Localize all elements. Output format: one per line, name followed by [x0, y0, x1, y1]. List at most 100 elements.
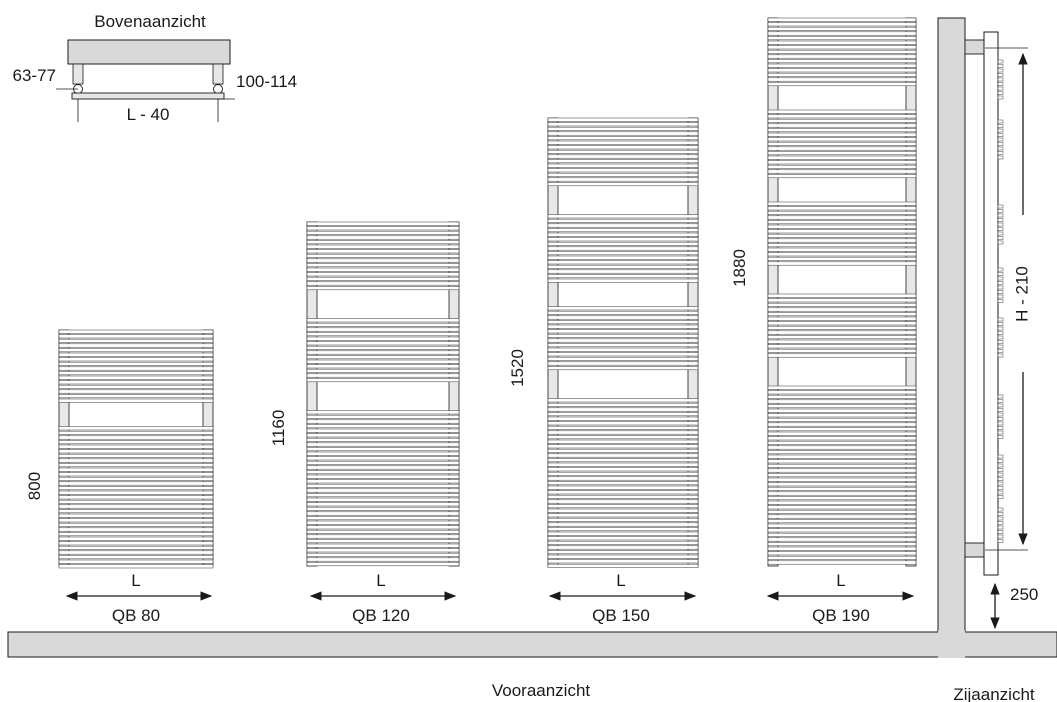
radiator-bar — [547, 485, 699, 490]
radiator-bar — [767, 394, 917, 399]
radiator-bar — [547, 494, 699, 499]
height-label-qb120: 1160 — [269, 410, 288, 447]
top-view-title: Bovenaanzicht — [94, 12, 206, 31]
radiator-bar — [767, 477, 917, 482]
radiator-bar — [547, 228, 699, 233]
radiator-bar — [767, 399, 917, 404]
radiator-bar — [767, 436, 917, 441]
radiator-bar — [547, 264, 699, 269]
side-bar-tick — [997, 95, 1004, 100]
radiator-bar — [306, 447, 460, 452]
radiator-bar — [767, 500, 917, 505]
radiator-bar — [767, 546, 917, 551]
radiator-bar — [547, 504, 699, 509]
radiator-bar — [306, 543, 460, 548]
radiator-bar — [306, 516, 460, 521]
side-bar-tick — [997, 59, 1004, 64]
radiator-bar — [767, 293, 917, 298]
radiator-bar — [547, 462, 699, 467]
radiator-bar — [767, 551, 917, 556]
radiator-bar — [547, 471, 699, 476]
radiator-bar — [306, 470, 460, 475]
radiator-bar — [547, 232, 699, 237]
side-bar-tick — [997, 408, 1004, 412]
radiator-bar — [767, 174, 917, 179]
radiator-bar — [58, 426, 214, 431]
radiator-bar — [547, 347, 699, 352]
radiator-bar — [767, 109, 917, 114]
radiator-bar — [58, 550, 214, 555]
side-bar-tick — [997, 77, 1004, 82]
side-bar-tick — [997, 539, 1004, 543]
radiator-bar — [306, 419, 460, 424]
radiator-bar — [767, 312, 917, 317]
radiator-bar — [58, 338, 214, 343]
radiator-bar — [767, 302, 917, 307]
radiator-bar — [547, 246, 699, 251]
radiator-bar — [767, 160, 917, 165]
radiator-bar — [767, 321, 917, 326]
side-bar-tick — [997, 290, 1004, 294]
radiator-bar — [58, 541, 214, 546]
radiator-bar — [306, 378, 460, 383]
width-label-qb120: L — [376, 571, 385, 590]
radiator-bar — [547, 214, 699, 219]
radiator-bar — [767, 40, 917, 45]
radiator-bar — [547, 476, 699, 481]
radiator-bar — [547, 421, 699, 426]
floor — [7, 631, 1057, 658]
radiator-bar — [547, 315, 699, 320]
width-label-qb80: L — [131, 571, 140, 590]
side-bar-tick — [997, 317, 1004, 322]
radiator-bar — [306, 465, 460, 470]
radiator-bar — [58, 348, 214, 353]
side-bar-tick — [997, 142, 1004, 146]
side-bar-tick — [997, 133, 1004, 137]
radiator-bar — [767, 59, 917, 64]
side-bar-tick — [997, 128, 1004, 133]
side-bar-tick — [997, 209, 1004, 213]
radiator-bar — [306, 437, 460, 442]
radiator-bar — [58, 536, 214, 541]
radiator-bar — [547, 366, 699, 371]
radiator-bar — [306, 562, 460, 567]
side-bar-tick — [997, 459, 1004, 463]
model-name-qb80: QB 80 — [112, 606, 160, 625]
radiator-bar — [767, 206, 917, 211]
top-view-radiator — [71, 92, 225, 100]
wall — [938, 18, 965, 658]
side-bar-tick — [997, 486, 1004, 490]
top-view-wall — [67, 39, 231, 65]
side-bar-tick — [997, 530, 1004, 534]
radiator-bar — [767, 514, 917, 519]
side-bar-tick — [997, 213, 1004, 218]
radiator-bar — [547, 458, 699, 463]
radiator-bar — [767, 459, 917, 464]
radiator-bar — [767, 404, 917, 409]
radiator-bar — [306, 258, 460, 263]
radiator-bar — [306, 428, 460, 433]
radiator-bar — [547, 550, 699, 555]
radiator-bar — [547, 182, 699, 187]
radiator-bar — [767, 82, 917, 87]
side-bar-tick — [997, 267, 1004, 272]
side-bar-tick — [997, 516, 1004, 521]
width-label-qb150: L — [616, 571, 625, 590]
radiator-bar — [547, 278, 699, 283]
side-bar-tick — [997, 151, 1004, 155]
side-bar-tick — [997, 403, 1004, 408]
side-bar-tick — [997, 399, 1004, 403]
radiator-bar — [767, 325, 917, 330]
radiator-bar — [306, 483, 460, 488]
radiator-bar — [58, 352, 214, 357]
radiator-bar — [306, 424, 460, 429]
radiator-bar — [767, 233, 917, 238]
radiator-bar — [58, 495, 214, 500]
side-bar-tick — [997, 534, 1004, 539]
radiator-bar — [547, 453, 699, 458]
side-bar-tick — [997, 124, 1004, 128]
side-bar-tick — [997, 326, 1004, 331]
height-label-qb190: 1880 — [730, 249, 749, 287]
side-bar-tick — [997, 468, 1004, 472]
side-bar-tick — [997, 155, 1004, 160]
